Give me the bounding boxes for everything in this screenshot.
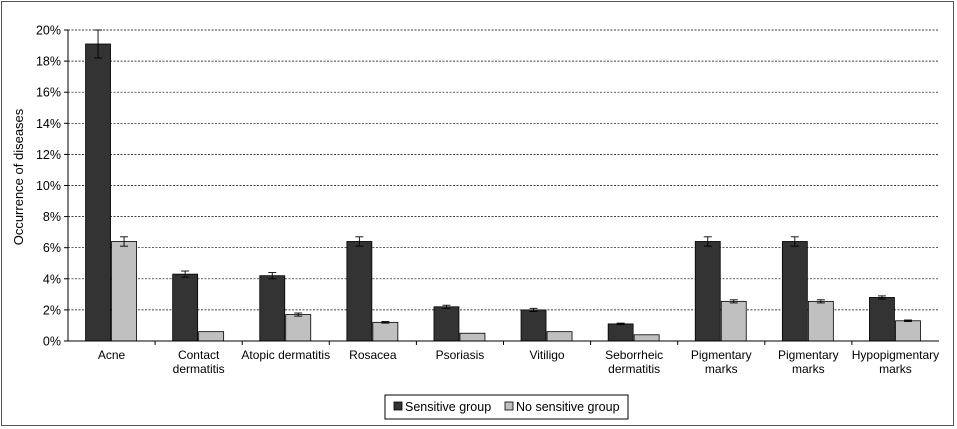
bar-no-sensitive bbox=[111, 241, 137, 342]
bar-sensitive bbox=[259, 275, 286, 342]
x-category-label: dermatitis bbox=[608, 362, 660, 376]
x-category-label: marks bbox=[879, 362, 912, 376]
bar-sensitive bbox=[694, 241, 721, 342]
x-category-label: marks bbox=[705, 362, 738, 376]
y-axis-label: Occurrence of diseases bbox=[11, 108, 26, 245]
y-tick-label: 10% bbox=[36, 179, 61, 193]
bar-sensitive bbox=[781, 241, 808, 342]
bar-no-sensitive bbox=[198, 331, 225, 342]
x-category-label: Acne bbox=[98, 348, 126, 362]
x-category-label: Rosacea bbox=[349, 348, 397, 362]
bar-no-sensitive bbox=[895, 320, 921, 342]
x-category-label: Seborrheic bbox=[605, 348, 663, 362]
x-category-label: Hypopigmentary bbox=[852, 348, 939, 362]
x-category-label: dermatitis bbox=[173, 362, 225, 376]
x-category-label: Psoriasis bbox=[436, 348, 485, 362]
bar-no-sensitive bbox=[372, 321, 399, 342]
bar-sensitive bbox=[869, 297, 895, 342]
y-tick-label: 6% bbox=[43, 241, 61, 255]
x-category-label: Vitiligo bbox=[529, 348, 564, 362]
y-tick-label: 18% bbox=[36, 55, 61, 69]
bar-sensitive bbox=[607, 323, 634, 342]
x-category-label: Atopic dermatitis bbox=[241, 348, 330, 362]
y-tick-label: 4% bbox=[43, 272, 61, 286]
bar-no-sensitive bbox=[459, 332, 486, 342]
bar-no-sensitive bbox=[633, 334, 660, 342]
legend-swatch-no-sensitive bbox=[504, 401, 514, 411]
gridlines bbox=[68, 29, 939, 311]
y-tick-label: 12% bbox=[36, 148, 61, 162]
legend-label-no-sensitive: No sensitive group bbox=[516, 400, 620, 414]
x-category-label: Pigmentary bbox=[778, 348, 839, 362]
bar-no-sensitive bbox=[546, 331, 573, 342]
y-tick-label: 2% bbox=[43, 303, 61, 317]
bar-sensitive bbox=[346, 241, 373, 342]
y-tick-label: 14% bbox=[36, 117, 61, 131]
x-category-label: Contact bbox=[178, 348, 220, 362]
y-tick-label: 8% bbox=[43, 210, 61, 224]
bar-no-sensitive bbox=[285, 314, 312, 342]
y-axis-ticks: 0% 2% 4% 6% 8% 10% 12% 14% 16% 18% 20% bbox=[36, 24, 68, 349]
bar-sensitive bbox=[433, 306, 460, 342]
bar-sensitive bbox=[520, 309, 547, 342]
x-category-label: marks bbox=[792, 362, 825, 376]
x-category-label: Pigmentary bbox=[691, 348, 752, 362]
legend-swatch-sensitive bbox=[393, 401, 403, 411]
bar-no-sensitive bbox=[720, 300, 747, 342]
bar-no-sensitive bbox=[807, 300, 834, 342]
bar-sensitive bbox=[85, 43, 111, 342]
y-tick-label: 20% bbox=[36, 24, 61, 38]
axes bbox=[67, 30, 939, 345]
y-tick-label: 16% bbox=[36, 86, 61, 100]
legend-label-sensitive: Sensitive group bbox=[405, 400, 491, 414]
y-tick-label: 0% bbox=[43, 335, 61, 349]
bar-sensitive bbox=[172, 273, 199, 342]
legend: Sensitive group No sensitive group bbox=[384, 394, 629, 420]
